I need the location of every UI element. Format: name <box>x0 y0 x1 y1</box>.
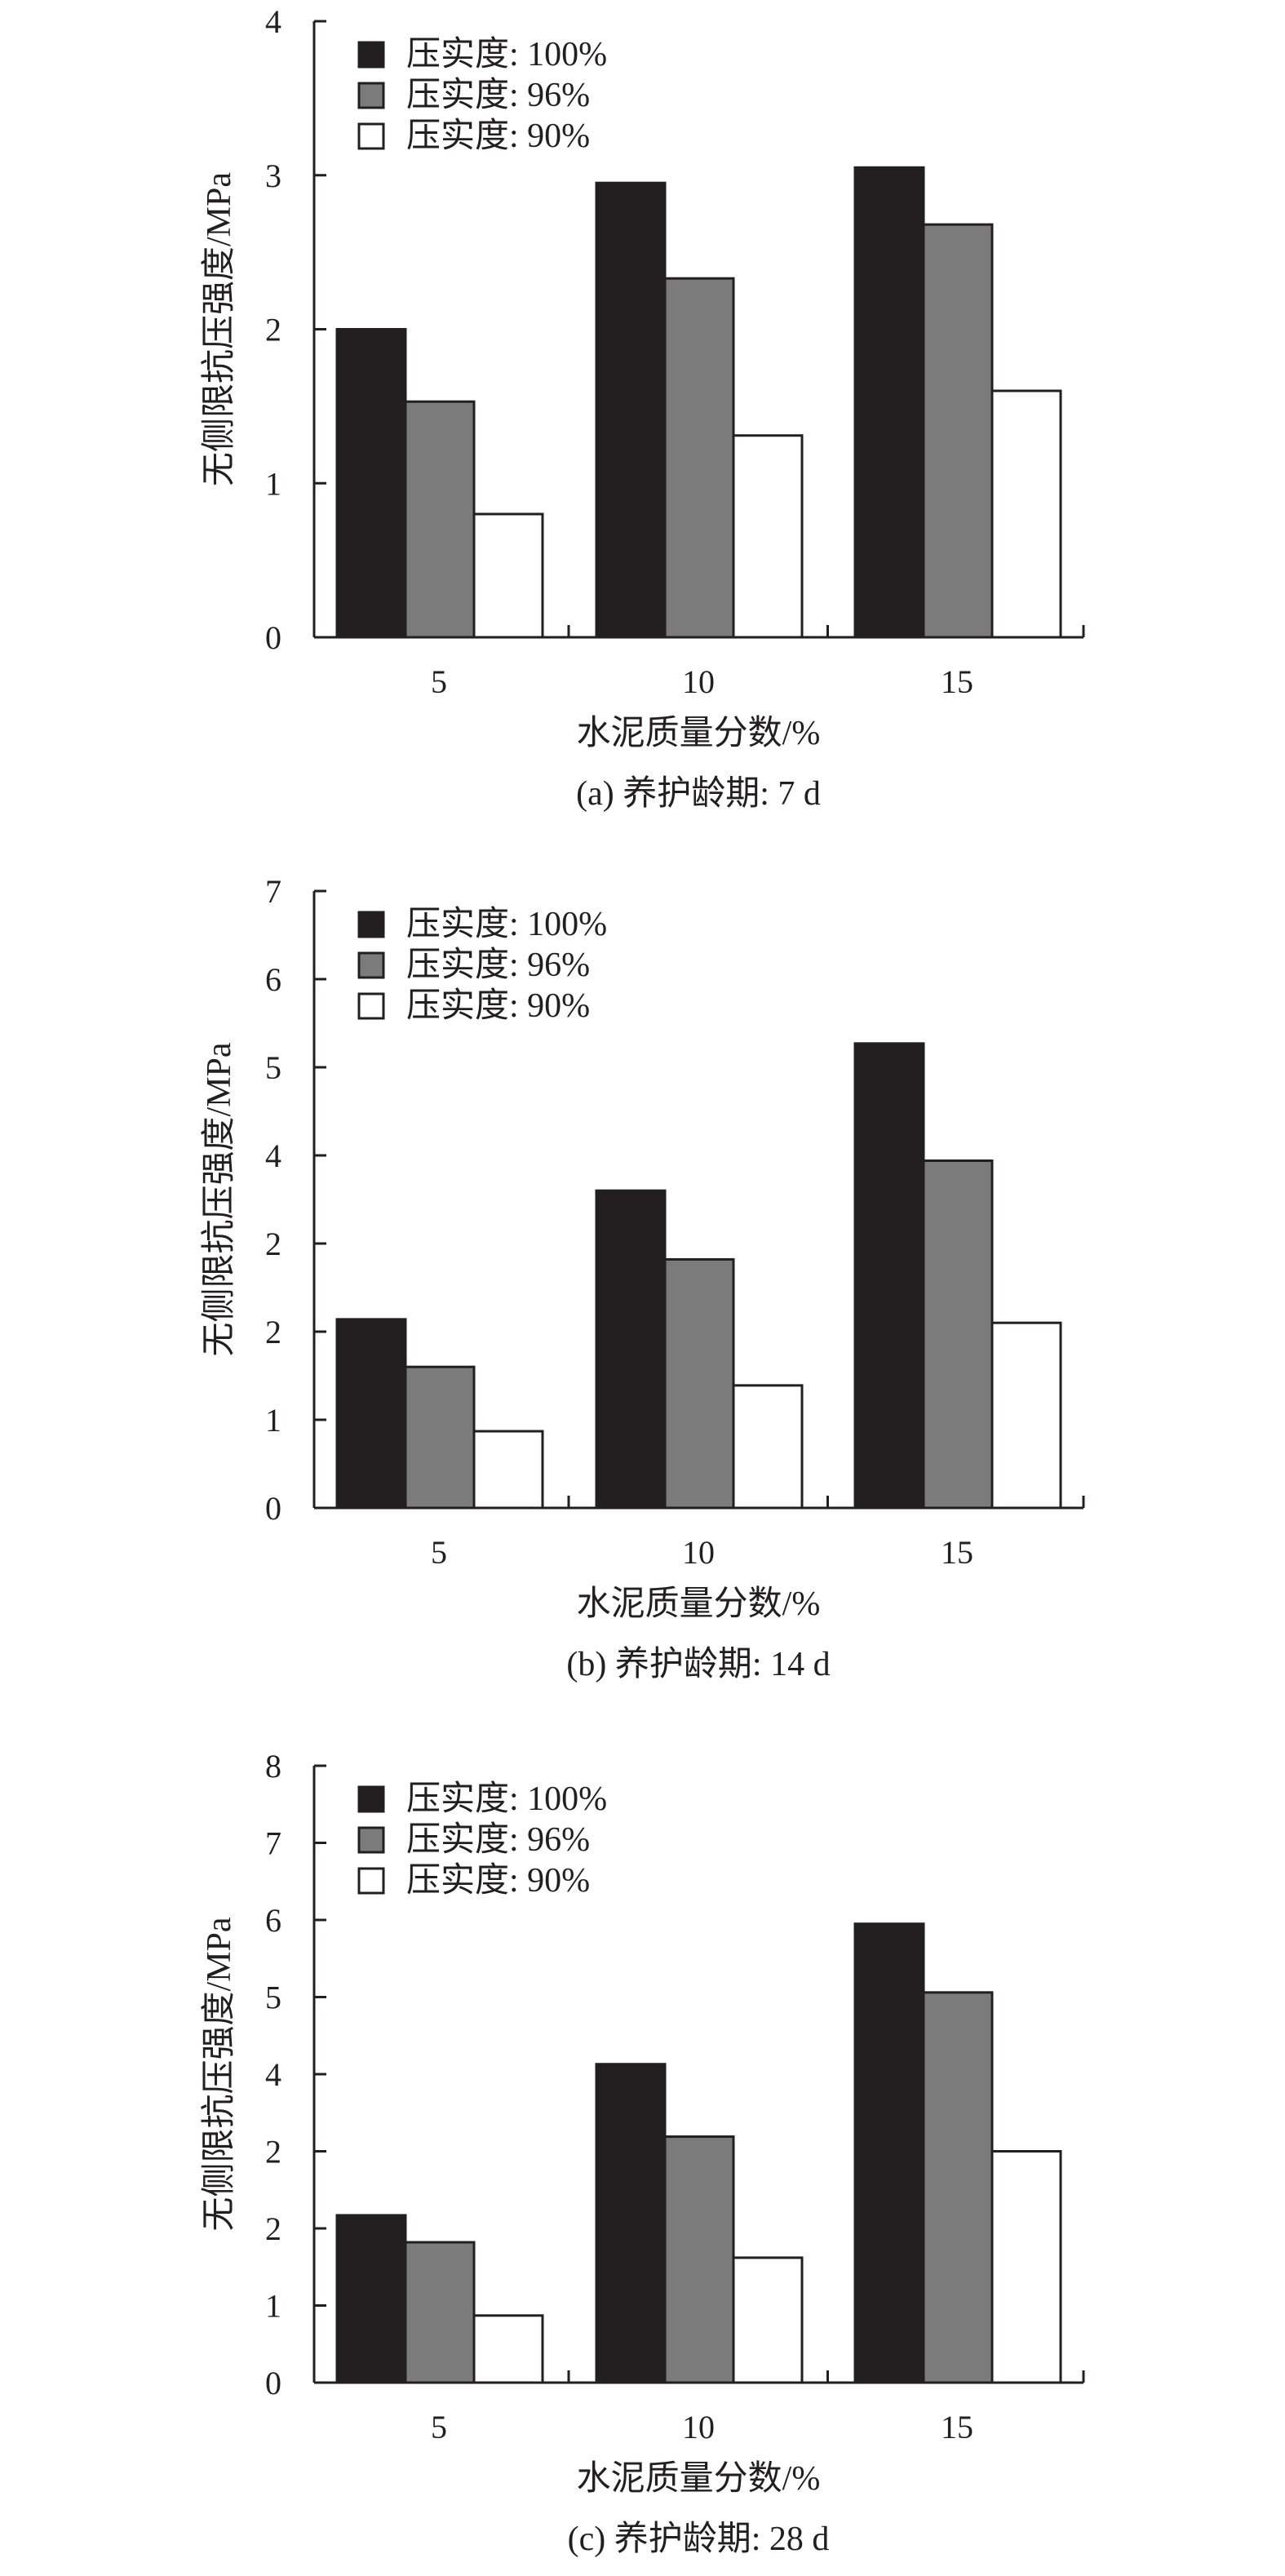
y-tick-label: 3 <box>265 157 281 194</box>
legend-label-3: 压实度: 90% <box>406 987 590 1025</box>
bar-s2-c1 <box>404 400 476 639</box>
panel-caption: (a) 养护龄期: 7 d <box>576 774 821 813</box>
y-tick-label: 1 <box>265 1402 281 1439</box>
y-tick-label: 5 <box>265 1049 281 1086</box>
legend-label-1: 压实度: 100% <box>406 1780 607 1818</box>
x-tick-label: 15 <box>941 663 973 700</box>
y-tick-label: 2 <box>265 312 281 348</box>
bar-s3-c2 <box>732 1384 804 1510</box>
legend-swatch-3 <box>357 1867 385 1895</box>
panel-caption: (b) 养护龄期: 14 d <box>566 1645 830 1683</box>
bar-s2-c3 <box>922 223 994 639</box>
bar-s1-c2 <box>595 181 667 639</box>
x-tick-label: 15 <box>941 1534 973 1571</box>
y-tick-label: 7 <box>265 1825 281 1862</box>
legend-swatch-1 <box>357 911 385 938</box>
y-axis-title: 无侧限抗压强度/MPa <box>200 172 238 486</box>
bar-s3-c3 <box>990 1321 1062 1510</box>
y-tick-label: 2 <box>265 2210 281 2247</box>
y-tick-label: 2 <box>265 1314 281 1350</box>
bar-s2-c2 <box>663 277 735 639</box>
bar-s2-c3 <box>922 1991 994 2384</box>
x-tick-label: 5 <box>431 1534 447 1571</box>
bar-s1-c2 <box>595 1189 667 1510</box>
legend-label-3: 压实度: 90% <box>406 117 590 155</box>
x-axis-title: 水泥质量分数/% <box>577 715 821 752</box>
y-tick-label: 0 <box>265 1490 281 1527</box>
legend-swatch-1 <box>357 41 385 69</box>
legend-label-2: 压实度: 96% <box>406 1820 590 1859</box>
y-axis-title: 无侧限抗压强度/MPa <box>200 1042 238 1356</box>
legend-label-3: 压实度: 90% <box>406 1861 590 1900</box>
x-axis-title: 水泥质量分数/% <box>577 1585 821 1623</box>
x-tick-label: 15 <box>941 2409 973 2445</box>
y-tick-label: 6 <box>265 961 281 998</box>
chart-panel-1: 0 1 2 3 4 5 10 15 水泥质量分数/% 无侧限抗压强度/MPa (a) 养护龄期: 7… <box>200 3 1085 813</box>
bar-s1-c2 <box>595 2063 667 2384</box>
y-tick-label: 4 <box>265 1137 281 1174</box>
y-tick-label: 2 <box>265 2134 281 2170</box>
legend-swatch-2 <box>357 951 385 979</box>
y-tick-label: 1 <box>265 465 281 502</box>
legend-swatch-1 <box>357 1785 385 1813</box>
bar-s1-c1 <box>335 2214 407 2384</box>
bar-s2-c1 <box>404 2241 476 2384</box>
y-tick-label: 6 <box>265 1902 281 1939</box>
chart-panel-2: 0 1 2 2 4 5 6 7 5 10 15 水泥质量分数/% 无侧限抗压强度/MPa (b) 养护龄期… <box>200 873 1085 1683</box>
x-tick-label: 5 <box>431 2409 447 2445</box>
legend-swatch-2 <box>357 82 385 109</box>
bar-s2-c2 <box>663 2135 735 2384</box>
bar-s3-c1 <box>472 512 544 639</box>
panel-caption: (c) 养护龄期: 28 d <box>568 2520 830 2558</box>
bar-s1-c1 <box>335 1318 407 1510</box>
y-tick-label: 4 <box>265 2056 281 2093</box>
y-tick-label: 7 <box>265 873 281 910</box>
bar-s1-c3 <box>853 1922 925 2384</box>
y-tick-label: 1 <box>265 2288 281 2325</box>
x-axis-title: 水泥质量分数/% <box>577 2460 821 2498</box>
bar-s2-c2 <box>663 1257 735 1510</box>
bar-s2-c3 <box>922 1159 994 1510</box>
legend-label-1: 压实度: 100% <box>406 905 607 943</box>
bar-s3-c2 <box>732 2256 804 2384</box>
bar-s3-c3 <box>990 2150 1062 2384</box>
legend-label-1: 压实度: 100% <box>406 35 607 73</box>
legend-label-2: 压实度: 96% <box>406 76 590 114</box>
x-tick-label: 5 <box>431 663 447 700</box>
y-tick-label: 5 <box>265 1980 281 2016</box>
legend-swatch-3 <box>357 122 385 150</box>
chart-panel-3: 0 1 2 2 4 5 6 7 8 5 10 15 水泥质量分数/% 无侧限抗压强度/MPa (c) 养护龄… <box>200 1748 1085 2558</box>
bar-s2-c1 <box>404 1365 476 1510</box>
bar-s3-c1 <box>472 1430 544 1510</box>
y-axis-title: 无侧限抗压强度/MPa <box>200 1917 238 2231</box>
bar-s1-c3 <box>853 1042 925 1510</box>
legend-swatch-2 <box>357 1826 385 1854</box>
x-tick-label: 10 <box>682 663 715 700</box>
bar-s1-c1 <box>335 328 407 639</box>
bar-s3-c2 <box>732 434 804 639</box>
x-tick-label: 10 <box>682 2409 715 2445</box>
legend-label-2: 压实度: 96% <box>406 946 590 984</box>
y-tick-label: 2 <box>265 1226 281 1262</box>
x-tick-label: 10 <box>682 1534 715 1571</box>
bar-s3-c1 <box>472 2314 544 2384</box>
y-tick-label: 0 <box>265 2365 281 2401</box>
bar-s1-c3 <box>853 166 925 639</box>
bar-s3-c3 <box>990 389 1062 639</box>
y-tick-label: 4 <box>265 3 281 40</box>
y-tick-label: 0 <box>265 619 281 656</box>
legend-swatch-3 <box>357 992 385 1020</box>
y-tick-label: 8 <box>265 1748 281 1785</box>
